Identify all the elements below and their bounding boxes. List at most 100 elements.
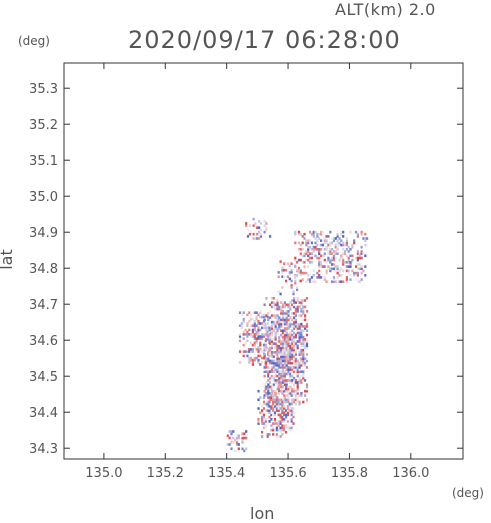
radar-cell xyxy=(308,252,312,255)
radar-cell xyxy=(327,265,330,268)
radar-cell xyxy=(300,307,303,311)
radar-cell xyxy=(281,286,284,289)
radar-cell xyxy=(273,418,277,421)
radar-cell xyxy=(301,261,304,264)
radar-cell xyxy=(281,338,285,341)
radar-cell xyxy=(281,359,285,363)
radar-cell xyxy=(228,443,231,446)
radar-cell xyxy=(262,422,266,425)
radar-cell xyxy=(283,374,286,378)
radar-cell xyxy=(274,379,277,382)
radar-cell xyxy=(296,261,299,264)
radar-cell xyxy=(277,385,280,389)
radar-cell xyxy=(308,239,312,242)
radar-cell xyxy=(305,366,309,369)
radar-cell xyxy=(266,322,269,325)
radar-cell xyxy=(266,392,269,395)
radar-cell xyxy=(294,275,297,278)
radar-cell xyxy=(252,217,255,221)
radar-cell xyxy=(280,307,283,311)
radar-cell xyxy=(289,374,292,378)
radar-cell xyxy=(276,355,279,358)
radar-cell xyxy=(285,312,288,315)
radar-cell xyxy=(267,374,270,378)
radar-cell xyxy=(281,389,284,393)
radar-cell xyxy=(285,381,288,384)
radar-cell xyxy=(275,407,278,410)
radar-cell xyxy=(274,314,277,317)
radar-cell xyxy=(289,301,292,304)
radar-cell xyxy=(312,250,315,253)
radar-cell xyxy=(360,232,363,236)
radar-cell xyxy=(291,318,294,322)
radar-cell xyxy=(360,252,363,255)
radar-cell xyxy=(262,415,266,419)
radar-cell xyxy=(316,235,319,238)
radar-cell xyxy=(304,325,307,328)
radar-cell xyxy=(285,385,288,389)
radar-cell xyxy=(298,361,301,365)
radar-cell xyxy=(318,265,321,268)
radar-cell xyxy=(300,379,303,382)
radar-cell xyxy=(334,245,337,249)
radar-cell xyxy=(285,387,288,391)
radar-cell xyxy=(331,280,334,283)
radar-cell xyxy=(280,333,283,337)
radar-cell xyxy=(336,239,339,242)
radar-cell xyxy=(300,392,303,395)
radar-cell xyxy=(297,266,301,270)
radar-cell xyxy=(274,307,277,311)
radar-cell xyxy=(304,305,307,309)
radar-cell xyxy=(264,324,267,327)
radar-cell xyxy=(287,342,290,345)
radar-cell xyxy=(261,435,264,438)
radar-cell xyxy=(278,333,281,337)
radar-cell xyxy=(287,344,290,348)
radar-cell xyxy=(263,370,266,373)
radar-cell xyxy=(321,254,324,258)
radar-cell xyxy=(261,356,264,360)
radar-cell xyxy=(332,276,336,279)
radar-cell xyxy=(277,400,280,404)
radar-cell xyxy=(338,269,341,273)
radar-cell xyxy=(272,394,275,397)
radar-cell xyxy=(280,353,283,356)
radar-cell xyxy=(298,335,301,339)
radar-cell xyxy=(289,355,292,358)
radar-cell xyxy=(257,407,260,410)
radar-cell xyxy=(285,415,288,419)
radar-cell xyxy=(321,243,324,247)
radar-cell xyxy=(281,320,285,324)
radar-cell xyxy=(273,400,277,404)
radar-cell xyxy=(283,344,286,348)
radar-cell xyxy=(265,381,268,384)
radar-cell xyxy=(345,265,348,268)
radar-cell xyxy=(283,394,286,397)
radar-cell xyxy=(283,379,286,382)
radar-cell xyxy=(289,346,292,350)
radar-cell xyxy=(269,374,272,378)
radar-cell xyxy=(294,281,297,285)
radar-cell xyxy=(278,379,281,382)
radar-cell xyxy=(320,261,323,264)
radar-cell xyxy=(269,376,272,380)
radar-cell xyxy=(294,394,297,397)
radar-cell xyxy=(325,261,328,264)
radar-cell xyxy=(289,353,292,356)
radar-cell xyxy=(329,243,332,247)
radar-cell xyxy=(283,329,286,332)
radar-cell xyxy=(331,256,334,260)
radar-cell xyxy=(310,241,313,245)
radar-cell xyxy=(240,324,243,327)
radar-cell xyxy=(251,330,254,334)
radar-cell xyxy=(300,381,303,384)
radar-cell xyxy=(289,329,292,332)
radar-cell xyxy=(301,235,304,238)
radar-cell xyxy=(267,346,270,350)
radar-cell xyxy=(300,325,303,328)
radar-cell xyxy=(310,232,313,236)
radar-cell xyxy=(257,358,260,362)
radar-cell xyxy=(336,241,339,245)
radar-cell xyxy=(291,398,294,402)
